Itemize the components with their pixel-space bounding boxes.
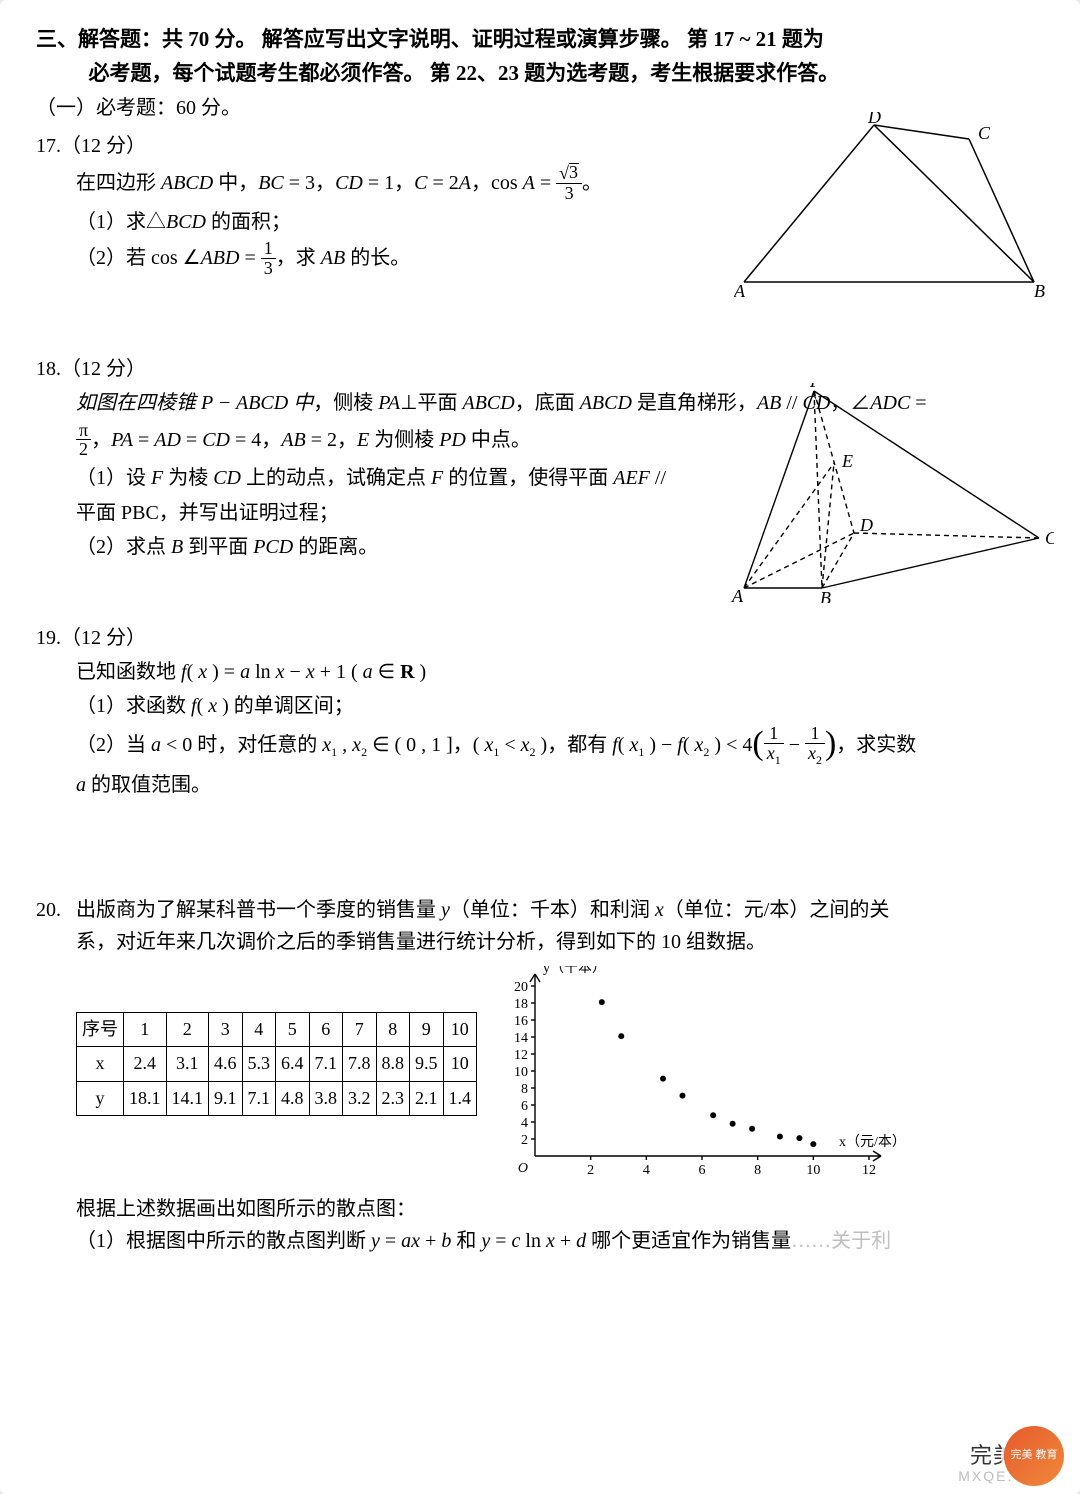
p17-text: 在四边形 <box>76 172 161 194</box>
svg-text:14: 14 <box>514 1031 528 1046</box>
problem-19-body: 已知函数地 f( x ) = a ln x − x + 1 ( a ∈ R ) … <box>76 656 1044 802</box>
svg-text:6: 6 <box>521 1099 528 1114</box>
problem-20-head: 20. <box>36 894 76 1258</box>
svg-text:B: B <box>1034 281 1045 301</box>
p17-2: = 2 <box>427 172 458 194</box>
svg-text:E: E <box>841 451 853 471</box>
p17-text2: 中， <box>213 172 258 194</box>
svg-text:x（元/本）: x（元/本） <box>839 1134 906 1150</box>
p17-A2: A <box>523 172 535 194</box>
footer-circle-icon: 完美 教育 <box>1004 1426 1064 1486</box>
p17-denom: 3 <box>556 184 582 203</box>
p17-q2a: （2）若 cos ∠ <box>76 247 201 269</box>
svg-text:18: 18 <box>514 997 528 1012</box>
svg-text:10: 10 <box>806 1163 820 1176</box>
p17-q2c: ，求 <box>276 247 321 269</box>
svg-text:C: C <box>978 123 991 143</box>
section-title: 三、解答题：共 70 分。 解答应写出文字说明、证明过程或演算步骤。 第 17 … <box>36 22 1044 90</box>
svg-text:B: B <box>820 588 831 603</box>
svg-text:2: 2 <box>587 1163 594 1176</box>
svg-text:A: A <box>731 586 744 603</box>
p19-frdx2: x <box>808 743 816 763</box>
p19-frdx1: x <box>767 743 775 763</box>
p17-f2n: 1 <box>261 239 276 259</box>
p17-period: 。 <box>582 172 602 194</box>
svg-text:4: 4 <box>521 1116 528 1131</box>
p17-cd: CD <box>335 172 363 194</box>
p17-frac: 33 <box>556 164 582 203</box>
p20-l2: 系，对近年来几次调价之后的季销售量进行统计分析，得到如下的 10 组数据。 <box>76 926 1044 958</box>
svg-text:2: 2 <box>521 1133 528 1148</box>
section-title-line1: 三、解答题：共 70 分。 解答应写出文字说明、证明过程或演算步骤。 第 17 … <box>36 27 824 51</box>
svg-text:y（千本）: y（千本） <box>543 966 606 976</box>
p17-frac2: 13 <box>261 239 276 278</box>
svg-text:D: D <box>867 112 881 127</box>
svg-text:D: D <box>859 515 873 535</box>
svg-text:4: 4 <box>643 1163 650 1176</box>
svg-text:A: A <box>734 281 746 301</box>
p17-ab: AB <box>321 247 345 269</box>
svg-text:6: 6 <box>699 1163 706 1176</box>
problem-18-head: 18.（12 分） <box>36 353 1044 385</box>
p18-pi2: π2 <box>76 421 91 460</box>
figure-q17: A B C D <box>734 112 1054 302</box>
footer-badge: 完美 完美 教育 <box>970 1426 1064 1486</box>
p17-abd: ABD <box>201 247 240 269</box>
p17-bcd: BCD <box>166 211 206 233</box>
problem-19-head: 19.（12 分） <box>36 622 1044 654</box>
svg-text:8: 8 <box>754 1163 761 1176</box>
p17-q1a: （1）求△ <box>76 211 166 233</box>
svg-text:10: 10 <box>514 1065 528 1080</box>
p18-2: 2 <box>76 440 91 459</box>
p18-pi: π <box>76 421 91 441</box>
p17-q2d: 的长。 <box>345 247 410 269</box>
p19-sub2: 2 <box>361 745 367 759</box>
p19-frds1: 1 <box>775 753 781 767</box>
svg-text:P: P <box>809 383 821 391</box>
section-title-line2: 必考题，每个试题考生都必须作答。 第 22、23 题为选考题，考生根据要求作答。 <box>89 56 1045 90</box>
figure-q18: P A B C D E <box>714 383 1054 603</box>
scatter-chart: 2 4 6 8 10 12 2 4 6 8 10 12 14 16 18 20 Oy（千本） x（元/本） <box>499 966 919 1176</box>
data-table: 序号12345678910x2.43.14.65.36.47.17.88.89.… <box>76 1012 477 1115</box>
p17-eq1: = 3， <box>284 172 335 194</box>
p17-abcd: ABCD <box>161 172 213 194</box>
p20-l1: 出版商为了解某科普书一个季度的销售量 y（单位：千本）和利润 x（单位：元/本）… <box>76 894 1044 926</box>
p19-frn1: 1 <box>764 724 784 744</box>
svg-text:O: O <box>518 1161 528 1176</box>
p17-radicand: 3 <box>569 163 579 181</box>
p19-q2h: ，求实数 <box>836 734 916 756</box>
problem-19: 19.（12 分） 已知函数地 f( x ) = a ln x − x + 1 … <box>36 622 1044 802</box>
problem-18: 18.（12 分） 如图在四棱锥 P − ABCD 中，侧棱 PA⊥平面 ABC… <box>36 353 1044 564</box>
svg-text:C: C <box>1045 528 1054 548</box>
svg-text:16: 16 <box>514 1014 528 1029</box>
exam-page: 三、解答题：共 70 分。 解答应写出文字说明、证明过程或演算步骤。 第 17 … <box>0 0 1080 1494</box>
problem-17: 17.（12 分） 在四边形 ABCD 中，BC = 3，CD = 1，C = … <box>36 130 1044 278</box>
svg-text:12: 12 <box>862 1163 876 1176</box>
p17-eq: = <box>535 172 556 194</box>
p19-sub1: 1 <box>331 745 337 759</box>
p17-f2d: 3 <box>261 259 276 278</box>
footer-circle-text: 完美 教育 <box>1010 1450 1057 1462</box>
p19-frn2: 1 <box>805 724 825 744</box>
p17-eq2: = 1， <box>363 172 414 194</box>
p17-cos: ，cos <box>471 172 523 194</box>
problem-20: 20. 出版商为了解某科普书一个季度的销售量 y（单位：千本）和利润 x（单位：… <box>36 894 1044 1258</box>
p17-q1b: 的面积； <box>206 211 291 233</box>
svg-text:12: 12 <box>514 1048 528 1063</box>
svg-text:8: 8 <box>521 1082 528 1097</box>
p20-l3: 根据上述数据画出如图所示的散点图： <box>76 1193 1044 1225</box>
p17-A: A <box>459 172 471 194</box>
p17-bc: BC <box>258 172 284 194</box>
p19-frds2: 2 <box>816 753 822 767</box>
p17-C: C <box>414 172 427 194</box>
svg-text:20: 20 <box>514 980 528 995</box>
p17-q2b: = <box>239 247 260 269</box>
